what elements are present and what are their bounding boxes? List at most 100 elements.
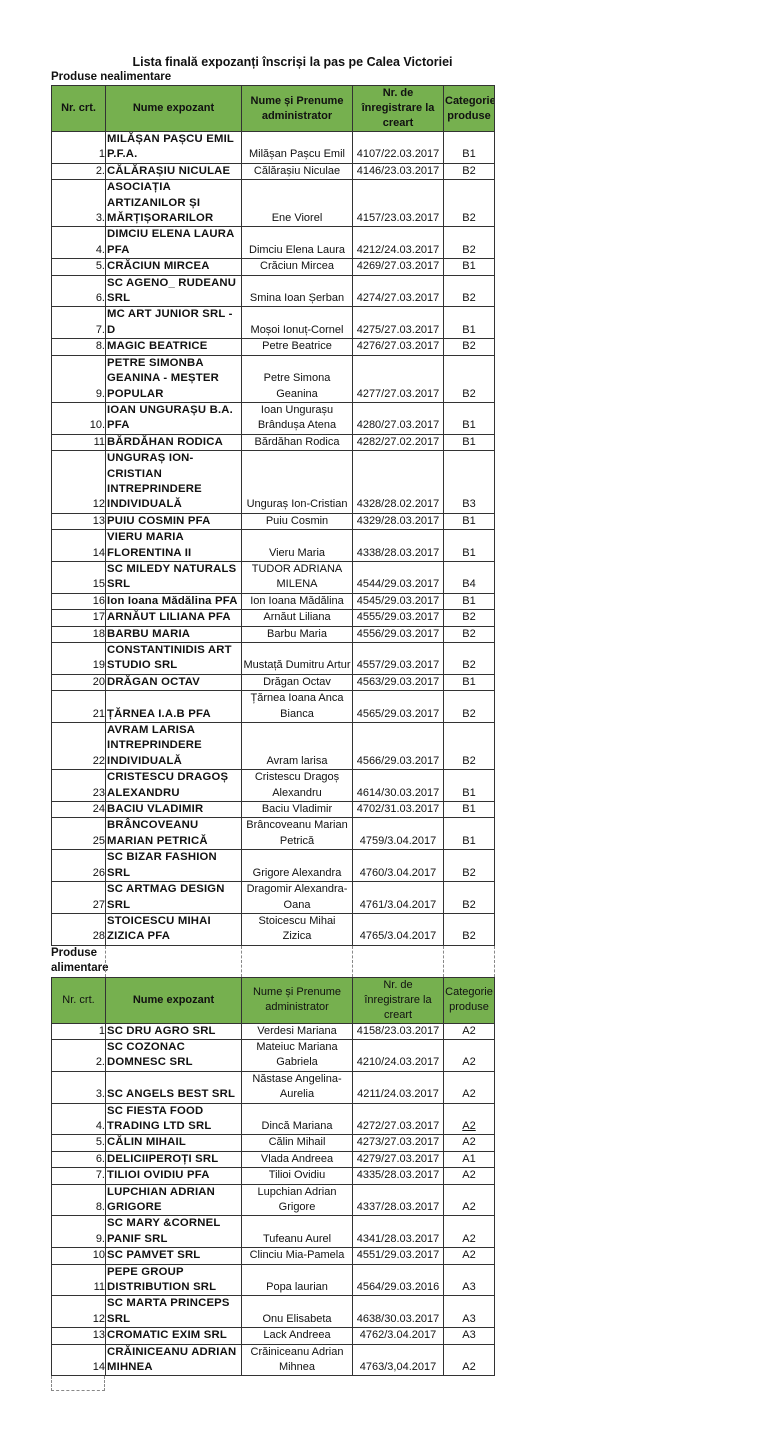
- exhibitor-name: BACIU VLADIMIR: [105, 801, 242, 819]
- table-row: 13 CROMATIC EXIM SRL Lack Andreea 4762/3.04…: [51, 1327, 495, 1345]
- administrator-name: Ion Ioana Mădălina: [241, 592, 353, 611]
- table-row: 11 BĂRDĂHAN RODICA Bărdăhan Rodica 4282/27.…: [51, 433, 495, 452]
- registration-number: 4564/29.03.2016: [352, 1263, 444, 1297]
- header-nr: Nr. crt.: [51, 85, 106, 132]
- table-row: 6. SC AGENO_ RUDEANU SRL Smina Ioan Șerban…: [51, 274, 495, 308]
- dashed-gridline: [443, 945, 444, 977]
- product-category: B1: [443, 306, 495, 340]
- registration-number: 4702/31.03.2017: [352, 801, 444, 819]
- registration-number: 4272/27.03.2017: [352, 1102, 444, 1136]
- administrator-name: Dimciu Elena Laura: [241, 226, 353, 260]
- exhibitor-name: PEPE GROUP DISTRIBUTION SRL: [105, 1263, 242, 1297]
- product-category: A2: [443, 1102, 495, 1136]
- registration-number: 4762/3.04.2017: [352, 1327, 444, 1345]
- row-number: 4.: [51, 226, 106, 260]
- registration-number: 4157/23.03.2017: [352, 179, 444, 228]
- row-number: 26: [51, 849, 106, 883]
- product-category: A2: [443, 1134, 495, 1152]
- table-row: 19 CONSTANTINIDIS ART STUDIO SRL Mustață D…: [51, 642, 495, 675]
- row-number: 15: [51, 560, 106, 594]
- administrator-name: Călin Mihail: [241, 1134, 353, 1152]
- table-row: 4. DIMCIU ELENA LAURA PFA Dimciu Elena Lau…: [51, 226, 495, 260]
- table-row: 10. IOAN UNGURAȘU B.A. PFA Ioan Ungurașu B…: [51, 401, 495, 435]
- row-number: 8.: [51, 338, 106, 356]
- row-number: 5.: [51, 258, 106, 276]
- product-category: B2: [443, 609, 495, 627]
- exhibitor-name: BARBU MARIA: [105, 625, 242, 644]
- product-category: A2: [443, 1183, 495, 1217]
- exhibitor-name: SC COZONAC DOMNESC SRL: [105, 1038, 242, 1072]
- row-number: 12: [51, 1295, 106, 1329]
- administrator-name: Tilioi Ovidiu: [241, 1167, 353, 1185]
- product-category: A3: [443, 1295, 495, 1329]
- registration-number: 4765/3.04.2017: [352, 912, 444, 946]
- table-row: 6. DELICIIPEROȚI SRL Vlada Andreea 4279/27.…: [51, 1150, 495, 1169]
- table-row: 4. SC FIESTA FOOD TRADING LTD SRL Dincă Ma…: [51, 1102, 495, 1136]
- table-row: 3. SC ANGELS BEST SRL Năstase Angelina-Aur…: [51, 1070, 495, 1104]
- row-number: 7.: [51, 1167, 106, 1185]
- administrator-name: Bărdăhan Rodica: [241, 433, 353, 452]
- exhibitor-name: STOICESCU MIHAI ZIZICA PFA: [105, 912, 242, 946]
- administrator-name: Țărnea Ioana Anca Bianca: [241, 690, 353, 724]
- product-category: B2: [443, 162, 495, 181]
- registration-number: 4761/3.04.2017: [352, 881, 444, 914]
- administrator-name: Milășan Pașcu Emil: [241, 131, 353, 164]
- table-row: 9. SC MARY &CORNEL PANIF SRL Tufeanu Aurel…: [51, 1215, 495, 1249]
- table-row: 23 CRISTESCU DRAGOȘ ALEXANDRU Cristescu Dr…: [51, 769, 495, 803]
- registration-number: 4329/28.03.2017: [352, 512, 444, 531]
- administrator-name: Ene Viorel: [241, 179, 353, 228]
- exhibitor-name: MC ART JUNIOR SRL - D: [105, 306, 242, 340]
- exhibitor-name: VIERU MARIA FLORENTINA II: [105, 529, 242, 562]
- product-category: A1: [443, 1150, 495, 1169]
- product-category: B1: [443, 512, 495, 531]
- row-number: 6.: [51, 274, 106, 308]
- registration-number: 4556/29.03.2017: [352, 625, 444, 644]
- administrator-name: Năstase Angelina-Aurelia: [241, 1070, 353, 1104]
- row-number: 14: [51, 529, 106, 562]
- row-number: 2.: [51, 1038, 106, 1072]
- row-number: 1: [51, 1022, 106, 1040]
- administrator-name: Petre Simona Geanina: [241, 354, 353, 403]
- table-row: 2. SC COZONAC DOMNESC SRL Mateiuc Mariana …: [51, 1038, 495, 1072]
- header-category: Categorie produse: [443, 976, 495, 1024]
- table-row: 12 SC MARTA PRINCEPS SRL Onu Elisabeta 4638…: [51, 1295, 495, 1329]
- exhibitor-name: TILIOI OVIDIU PFA: [105, 1167, 242, 1185]
- dashed-gridline: [105, 945, 106, 977]
- table-row: 15 SC MILEDY NATURALS SRL TUDOR ADRIANA MI…: [51, 560, 495, 594]
- product-category: A2: [443, 1343, 495, 1377]
- product-category: A3: [443, 1327, 495, 1345]
- table-row: 13 PUIU COSMIN PFA Puiu Cosmin 4329/28.03.2…: [51, 512, 495, 531]
- administrator-name: Moșoi Ionuț-Cornel: [241, 306, 353, 340]
- exhibitor-name: BĂRDĂHAN RODICA: [105, 433, 242, 452]
- product-category: B2: [443, 690, 495, 724]
- header-administrator: Nume și Prenume administrator: [241, 85, 353, 132]
- registration-number: 4760/3.04.2017: [352, 849, 444, 883]
- product-category: B2: [443, 179, 495, 228]
- row-number: 13: [51, 1327, 106, 1345]
- row-number: 2.: [51, 162, 106, 181]
- administrator-name: TUDOR ADRIANA MILENA: [241, 560, 353, 594]
- administrator-name: Dragomir Alexandra-Oana: [241, 881, 353, 914]
- table-row: 12 UNGURAȘ ION-CRISTIAN INTREPRINDERE IND…: [51, 450, 495, 514]
- title-text: Lista finală expozanți înscriși la pas p…: [132, 55, 453, 69]
- administrator-name: Grigore Alexandra: [241, 849, 353, 883]
- exhibitor-name: AVRAM LARISA INTREPRINDERE INDIVIDUALĂ: [105, 722, 242, 771]
- dashed-gridline: [494, 945, 495, 977]
- product-category: B2: [443, 912, 495, 946]
- product-category: B2: [443, 274, 495, 308]
- exhibitor-name: SC MARY &CORNEL PANIF SRL: [105, 1215, 242, 1249]
- registration-number: 4277/27.03.2017: [352, 354, 444, 403]
- administrator-name: Puiu Cosmin: [241, 512, 353, 531]
- administrator-name: Vlada Andreea: [241, 1150, 353, 1169]
- exhibitor-name: CROMATIC EXIM SRL: [105, 1327, 242, 1345]
- administrator-name: Lupchian Adrian Grigore: [241, 1183, 353, 1217]
- product-category: A2: [443, 1167, 495, 1185]
- exhibitor-name: CRĂINICEANU ADRIAN MIHNEA: [105, 1343, 242, 1377]
- table-row: 28 STOICESCU MIHAI ZIZICA PFA Stoicescu Mi…: [51, 912, 495, 946]
- administrator-name: Popa laurian: [241, 1263, 353, 1297]
- exhibitor-name: MILĂȘAN PAȘCU EMIL P.F.A.: [105, 131, 242, 164]
- row-number: 3.: [51, 179, 106, 228]
- table-row: 17 ARNĂUT LILIANA PFA Arnăut Liliana 4555/2…: [51, 609, 495, 627]
- exhibitor-name: CONSTANTINIDIS ART STUDIO SRL: [105, 642, 242, 675]
- registration-number: 4638/30.03.2017: [352, 1295, 444, 1329]
